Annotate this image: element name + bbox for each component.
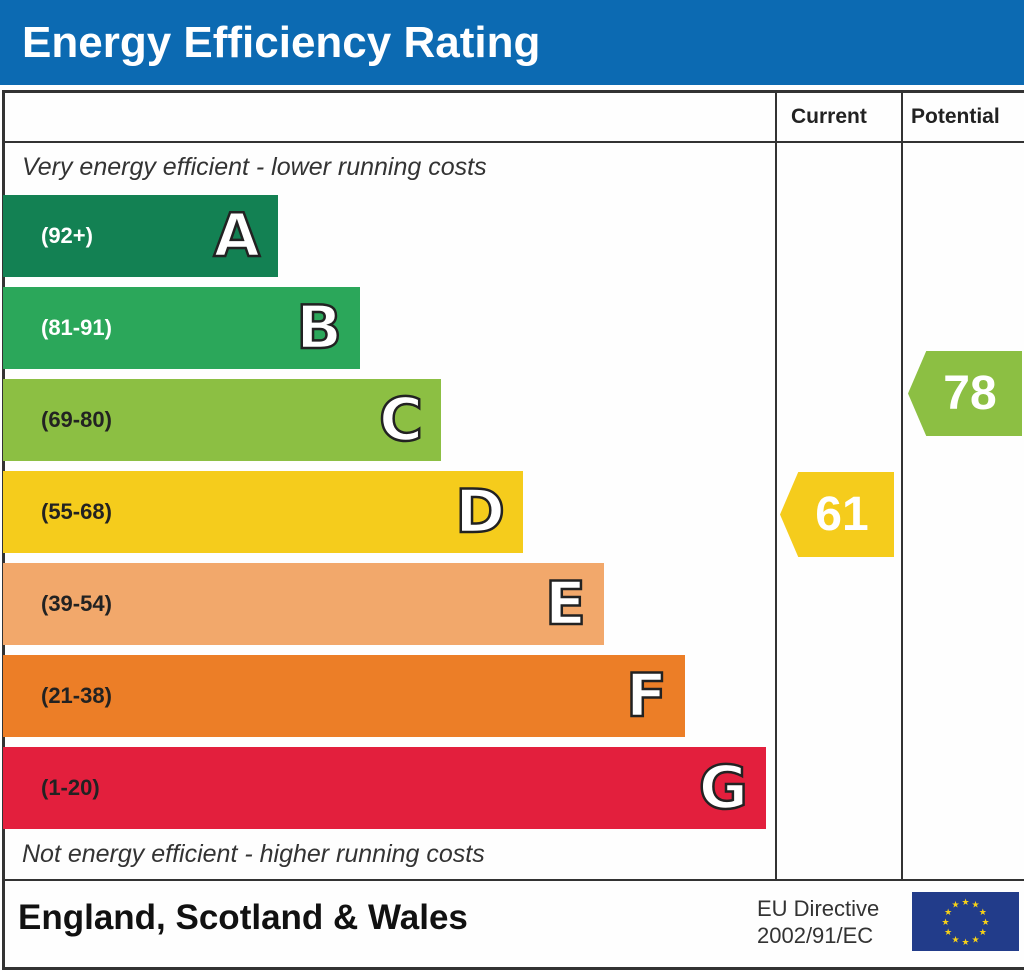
current-rating-arrow: 61 — [780, 472, 894, 557]
header-divider — [2, 141, 1024, 143]
bar-a: (92+) A — [3, 195, 278, 277]
directive-line-1: EU Directive — [757, 896, 880, 921]
bar-range-label: (81-91) — [41, 315, 112, 340]
svg-text:★: ★ — [971, 934, 979, 944]
bar-range-label: (55-68) — [41, 499, 112, 524]
svg-text:★: ★ — [979, 927, 987, 937]
bar-letter-label: A — [212, 200, 261, 273]
svg-text:★: ★ — [961, 937, 969, 947]
svg-text:★: ★ — [979, 907, 987, 917]
bar-letter-label: E — [544, 568, 588, 641]
current-column-header: Current — [791, 105, 867, 128]
potential-column-header: Potential — [911, 105, 1000, 128]
bar-g: (1-20) G — [3, 747, 766, 829]
bar-e: (39-54) E — [3, 563, 604, 645]
bar-range-label: (92+) — [41, 223, 93, 248]
bar-c: (69-80) C — [3, 379, 441, 461]
current-rating-value: 61 — [815, 488, 869, 541]
svg-text:★: ★ — [944, 907, 952, 917]
potential-rating-value: 78 — [943, 367, 997, 420]
svg-text:★: ★ — [961, 897, 969, 907]
top-note: Very energy efficient - lower running co… — [22, 153, 487, 181]
column-divider — [901, 90, 903, 880]
bar-b: (81-91) B — [3, 287, 360, 369]
bar-range-label: (69-80) — [41, 407, 112, 432]
svg-text:★: ★ — [951, 900, 959, 910]
bar-range-label: (39-54) — [41, 591, 112, 616]
svg-text:★: ★ — [971, 900, 979, 910]
bar-letter-label: F — [625, 660, 669, 733]
bottom-note: Not energy efficient - higher running co… — [22, 840, 485, 868]
bar-letter-label: G — [697, 752, 749, 825]
bar-letter-label: C — [378, 384, 425, 457]
bar-range-label: (21-38) — [41, 683, 112, 708]
column-divider — [775, 90, 777, 880]
page-title: Energy Efficiency Rating — [0, 0, 1024, 85]
bar-f: (21-38) F — [3, 655, 685, 737]
potential-rating-arrow: 78 — [908, 351, 1022, 436]
eu-directive: EU Directive 2002/91/EC — [757, 895, 879, 949]
svg-text:★: ★ — [981, 917, 989, 927]
bar-d: (55-68) D — [3, 471, 523, 553]
eu-flag-icon: ★★★★★★★★★ ★ ★★ — [912, 892, 1019, 951]
bar-range-label: (1-20) — [41, 775, 100, 800]
country-label: England, Scotland & Wales — [18, 898, 468, 937]
svg-text:★: ★ — [944, 927, 952, 937]
bar-letter-label: D — [454, 476, 506, 549]
directive-line-2: 2002/91/EC — [757, 923, 874, 948]
svg-text:★: ★ — [941, 917, 949, 927]
svg-text:★: ★ — [951, 934, 959, 944]
footer-divider — [2, 879, 1024, 881]
bar-letter-label: B — [295, 292, 343, 365]
